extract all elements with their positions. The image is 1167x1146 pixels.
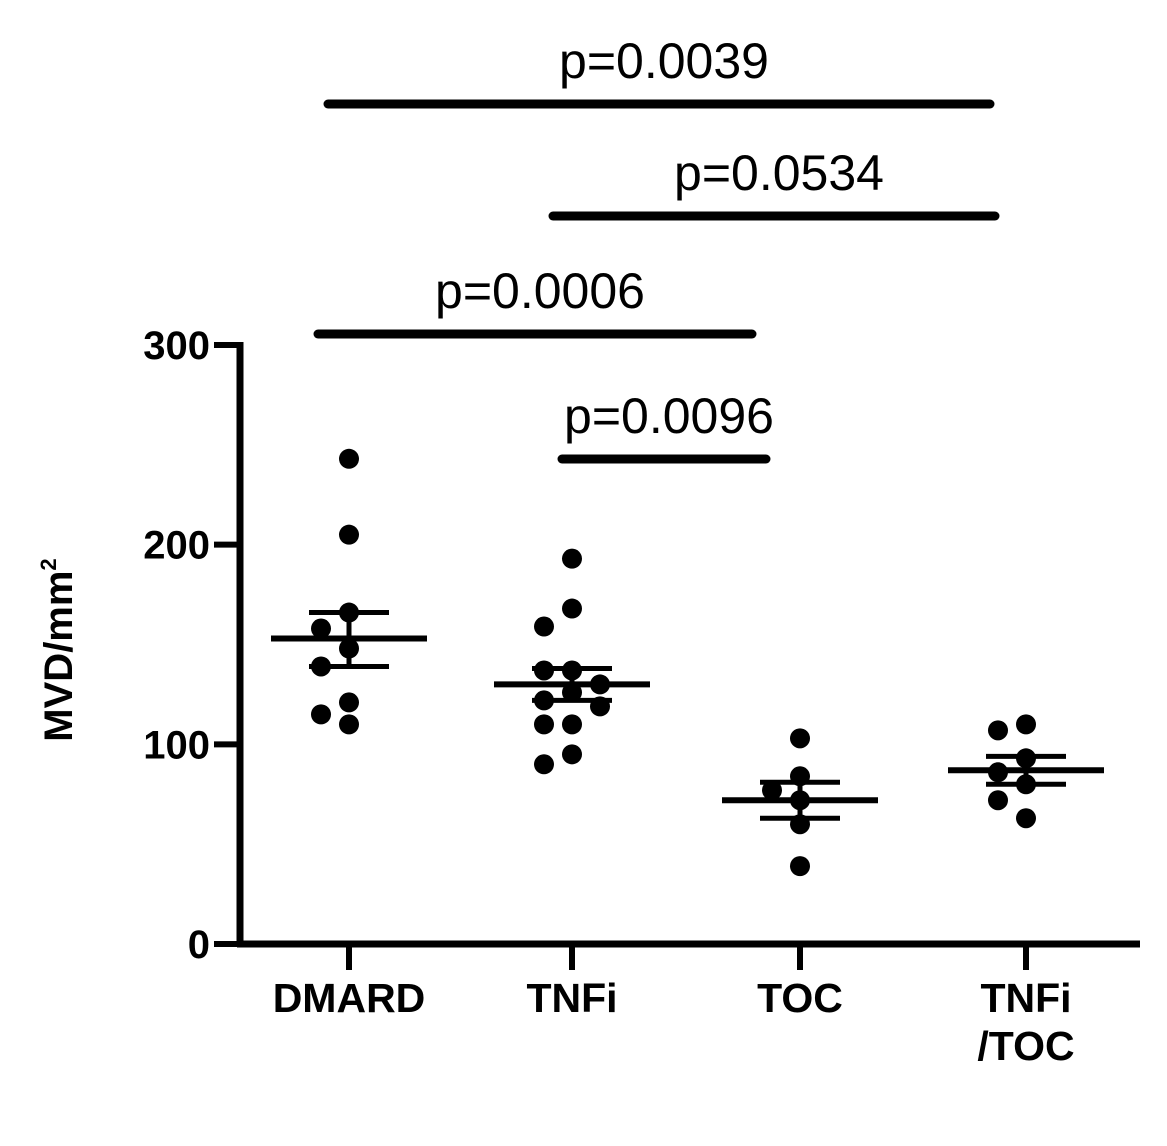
data-point bbox=[534, 714, 554, 735]
x-tick-label: DMARD bbox=[273, 975, 426, 1021]
x-tick-label: TOC bbox=[757, 975, 843, 1021]
data-point bbox=[562, 714, 582, 735]
data-marks bbox=[271, 448, 1104, 877]
data-point bbox=[339, 524, 359, 545]
data-point bbox=[988, 720, 1008, 741]
data-point bbox=[534, 616, 554, 637]
data-point bbox=[790, 856, 810, 877]
data-point bbox=[311, 618, 331, 639]
data-point bbox=[562, 548, 582, 569]
data-point bbox=[534, 754, 554, 775]
y-tick-label: 200 bbox=[143, 524, 210, 568]
data-point bbox=[311, 704, 331, 725]
data-point bbox=[339, 692, 359, 713]
y-tick-label: 0 bbox=[188, 923, 210, 967]
p-value-label: p=0.0096 bbox=[564, 388, 774, 444]
p-value-label: p=0.0006 bbox=[435, 263, 645, 319]
data-point bbox=[988, 790, 1008, 811]
x-tick-label: TNFi bbox=[980, 975, 1071, 1021]
y-axis-label-superscript: 2 bbox=[36, 558, 61, 570]
p-value-label: p=0.0039 bbox=[559, 33, 769, 89]
data-point bbox=[1016, 714, 1036, 735]
data-point bbox=[339, 448, 359, 469]
x-tick-label: TNFi bbox=[526, 975, 617, 1021]
axes bbox=[236, 342, 1140, 948]
y-axis-label-text: MVD/mm bbox=[37, 571, 81, 742]
data-point bbox=[1016, 808, 1036, 829]
y-axis-label: MVD/mm2 bbox=[36, 558, 81, 741]
y-tick-label: 300 bbox=[143, 324, 210, 368]
x-tick-label: /TOC bbox=[977, 1023, 1074, 1069]
axis-ticks: 0 100 200 300 DMARD TNFi TOC TNFi/TOC bbox=[143, 324, 1074, 1069]
data-point bbox=[562, 598, 582, 619]
data-point bbox=[790, 728, 810, 749]
data-point bbox=[762, 780, 782, 801]
p-value-label: p=0.0534 bbox=[674, 145, 884, 201]
data-point bbox=[339, 714, 359, 735]
significance-brackets: p=0.0039 p=0.0534 p=0.0006 p=0.0096 bbox=[313, 33, 1000, 464]
y-tick-label: 100 bbox=[143, 723, 210, 767]
data-point bbox=[562, 744, 582, 765]
